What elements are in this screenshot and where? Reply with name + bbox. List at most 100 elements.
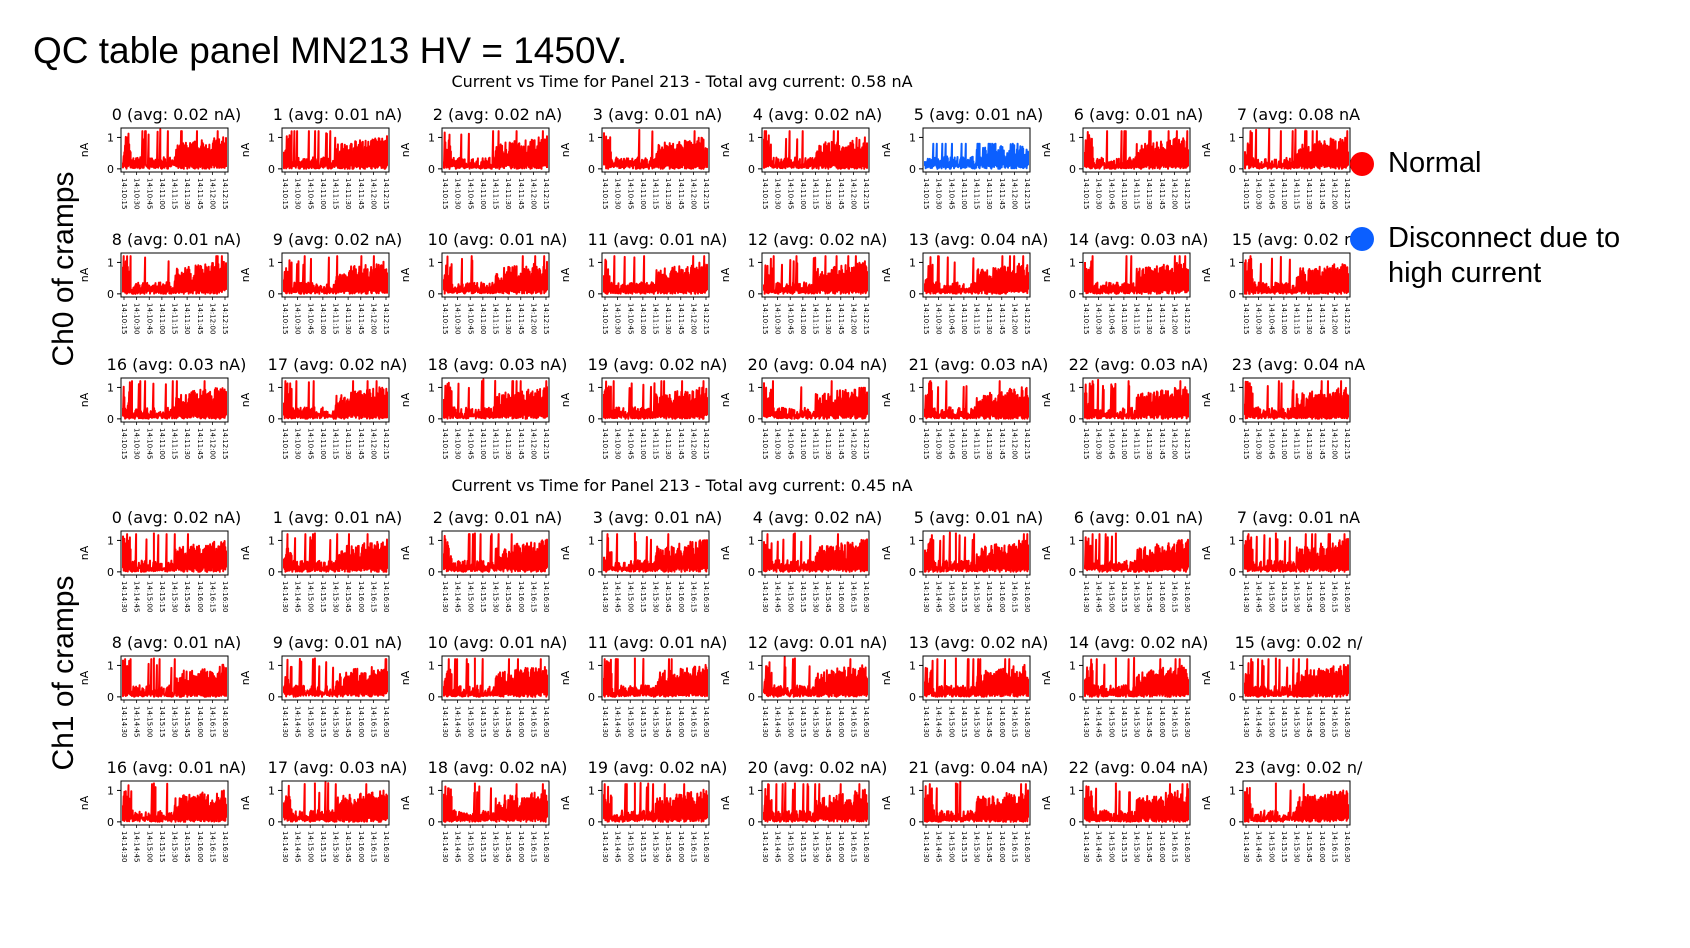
y-axis-label-g1-ch1: nA [239, 545, 252, 560]
x-tick-label-g1-ch11-6: 14:16:00 [677, 706, 685, 737]
x-tick-label-g0-ch17-3: 14:11:00 [319, 428, 327, 459]
subplot-title-g1-ch5: 5 (avg: 0.01 nA) [914, 508, 1043, 527]
x-tick-label-g1-ch9-3: 14:15:15 [319, 706, 327, 737]
x-tick-label-g0-ch7-8: 14:12:15 [1343, 178, 1351, 209]
x-tick-label-g0-ch10-2: 14:10:45 [466, 303, 474, 334]
x-tick-label-g0-ch4-4: 14:11:15 [812, 178, 820, 209]
y-axis-label-g0-ch2: nA [399, 142, 412, 157]
x-tick-label-g0-ch17-0: 14:10:15 [281, 428, 289, 459]
x-tick-label-g0-ch7-6: 14:11:45 [1318, 178, 1326, 209]
x-tick-label-g0-ch8-6: 14:11:45 [196, 303, 204, 334]
subplot-title-g1-ch19: 19 (avg: 0.02 nA) [588, 758, 728, 777]
x-tick-label-g1-ch19-5: 14:15:45 [664, 831, 672, 862]
x-tick-label-g1-ch6-1: 14:14:45 [1095, 581, 1103, 612]
x-tick-label-g0-ch13-1: 14:10:30 [935, 303, 943, 334]
y-tick-label-g1-ch23-0: 0 [1229, 816, 1236, 829]
x-tick-label-g0-ch19-1: 14:10:30 [614, 428, 622, 459]
x-tick-label-g0-ch4-8: 14:12:15 [862, 178, 870, 209]
x-tick-label-g1-ch3-3: 14:15:15 [639, 581, 647, 612]
x-tick-label-g1-ch23-7: 14:16:15 [1330, 831, 1338, 862]
y-tick-label-g1-ch22-0: 0 [1069, 816, 1076, 829]
x-tick-label-g0-ch2-6: 14:11:45 [517, 178, 525, 209]
y-axis-label-g1-ch11: nA [559, 670, 572, 685]
y-tick-label-g0-ch15-1: 1 [1229, 256, 1236, 269]
x-tick-label-g0-ch14-1: 14:10:30 [1095, 303, 1103, 334]
x-tick-label-g0-ch12-2: 14:10:45 [786, 303, 794, 334]
y-axis-label-g1-ch7: nA [1200, 545, 1213, 560]
x-tick-label-g1-ch17-0: 14:14:30 [281, 831, 289, 862]
subplot-title-g0-ch10: 10 (avg: 0.01 nA) [428, 230, 568, 249]
x-tick-label-g0-ch9-7: 14:12:00 [369, 303, 377, 334]
x-tick-label-g1-ch21-1: 14:14:45 [935, 831, 943, 862]
subplot-title-g0-ch6: 6 (avg: 0.01 nA) [1074, 105, 1203, 124]
x-tick-label-g0-ch14-0: 14:10:15 [1082, 303, 1090, 334]
x-tick-label-g0-ch9-4: 14:11:15 [332, 303, 340, 334]
x-tick-label-g0-ch15-2: 14:10:45 [1267, 303, 1275, 334]
trace-g0-ch0 [122, 128, 227, 170]
x-tick-label-g1-ch18-7: 14:16:15 [529, 831, 537, 862]
x-tick-label-g1-ch20-2: 14:15:00 [786, 831, 794, 862]
y-axis-label-g1-ch21: nA [880, 795, 893, 810]
legend-label-disconnect: Disconnect due to high current [1388, 222, 1621, 289]
y-tick-label-g1-ch10-0: 0 [428, 691, 435, 704]
x-tick-label-g1-ch13-8: 14:16:30 [1023, 706, 1031, 737]
x-tick-label-g1-ch3-4: 14:15:30 [652, 581, 660, 612]
x-tick-label-g0-ch12-8: 14:12:15 [862, 303, 870, 334]
x-tick-label-g1-ch14-7: 14:16:15 [1170, 706, 1178, 737]
y-tick-label-g0-ch5-1: 1 [909, 131, 916, 144]
x-tick-label-g0-ch8-7: 14:12:00 [208, 303, 216, 334]
y-tick-label-g0-ch13-0: 0 [909, 288, 916, 301]
x-tick-label-g1-ch11-5: 14:15:45 [664, 706, 672, 737]
x-tick-label-g0-ch16-3: 14:11:00 [158, 428, 166, 459]
x-tick-label-g0-ch1-0: 14:10:15 [281, 178, 289, 209]
y-axis-label-g0-ch10: nA [399, 267, 412, 282]
x-tick-label-g0-ch7-4: 14:11:15 [1293, 178, 1301, 209]
x-tick-label-g0-ch23-0: 14:10:15 [1242, 428, 1250, 459]
subplot-title-g1-ch13: 13 (avg: 0.02 nA) [909, 633, 1049, 652]
subplot-title-g0-ch5: 5 (avg: 0.01 nA) [914, 105, 1043, 124]
x-tick-label-g0-ch0-0: 14:10:15 [120, 178, 128, 209]
x-tick-label-g1-ch11-1: 14:14:45 [614, 706, 622, 737]
subplot-title-g1-ch0: 0 (avg: 0.02 nA) [112, 508, 241, 527]
y-tick-label-g0-ch15-0: 0 [1229, 288, 1236, 301]
x-tick-label-g1-ch20-4: 14:15:30 [812, 831, 820, 862]
x-tick-label-g1-ch9-1: 14:14:45 [294, 706, 302, 737]
y-tick-label-g1-ch14-0: 0 [1069, 691, 1076, 704]
y-axis-label-g1-ch22: nA [1040, 795, 1053, 810]
trace-g0-ch5 [924, 142, 1029, 170]
trace-g0-ch11 [603, 255, 708, 295]
y-tick-label-g0-ch14-0: 0 [1069, 288, 1076, 301]
x-tick-label-g1-ch10-5: 14:15:45 [504, 706, 512, 737]
x-tick-label-g1-ch23-0: 14:14:30 [1242, 831, 1250, 862]
x-tick-label-g1-ch15-8: 14:16:30 [1343, 706, 1351, 737]
x-tick-label-g1-ch3-1: 14:14:45 [614, 581, 622, 612]
subplot-title-g0-ch11: 11 (avg: 0.01 nA) [588, 230, 728, 249]
trace-g1-ch16 [122, 782, 227, 823]
x-tick-label-g1-ch14-4: 14:15:30 [1133, 706, 1141, 737]
trace-g0-ch21 [924, 380, 1029, 420]
x-tick-label-g1-ch2-6: 14:16:00 [517, 581, 525, 612]
x-tick-label-g1-ch13-2: 14:15:00 [947, 706, 955, 737]
y-tick-label-g1-ch3-0: 0 [588, 566, 595, 579]
figure-title-1: Current vs Time for Panel 213 - Total av… [451, 476, 912, 495]
y-axis-label-g1-ch6: nA [1040, 545, 1053, 560]
x-tick-label-g0-ch12-5: 14:11:30 [824, 303, 832, 334]
y-tick-label-g0-ch1-0: 0 [268, 163, 275, 176]
x-tick-label-g0-ch22-6: 14:11:45 [1158, 428, 1166, 459]
x-tick-label-g1-ch15-7: 14:16:15 [1330, 706, 1338, 737]
x-tick-label-g0-ch19-3: 14:11:00 [639, 428, 647, 459]
x-tick-label-g1-ch6-2: 14:15:00 [1107, 581, 1115, 612]
x-tick-label-g0-ch10-4: 14:11:15 [492, 303, 500, 334]
x-tick-label-g1-ch16-6: 14:16:00 [196, 831, 204, 862]
y-tick-label-g0-ch11-0: 0 [588, 288, 595, 301]
subplot-title-g1-ch12: 12 (avg: 0.01 nA) [748, 633, 888, 652]
y-tick-label-g0-ch7-1: 1 [1229, 131, 1236, 144]
x-tick-label-g1-ch20-3: 14:15:15 [799, 831, 807, 862]
y-axis-label-g0-ch8: nA [78, 267, 91, 282]
x-tick-label-g0-ch17-6: 14:11:45 [357, 428, 365, 459]
x-tick-label-g1-ch14-5: 14:15:45 [1145, 706, 1153, 737]
x-tick-label-g0-ch2-0: 14:10:15 [441, 178, 449, 209]
x-tick-label-g0-ch6-7: 14:12:00 [1170, 178, 1178, 209]
x-tick-label-g0-ch18-2: 14:10:45 [466, 428, 474, 459]
x-tick-label-g1-ch1-5: 14:15:45 [344, 581, 352, 612]
